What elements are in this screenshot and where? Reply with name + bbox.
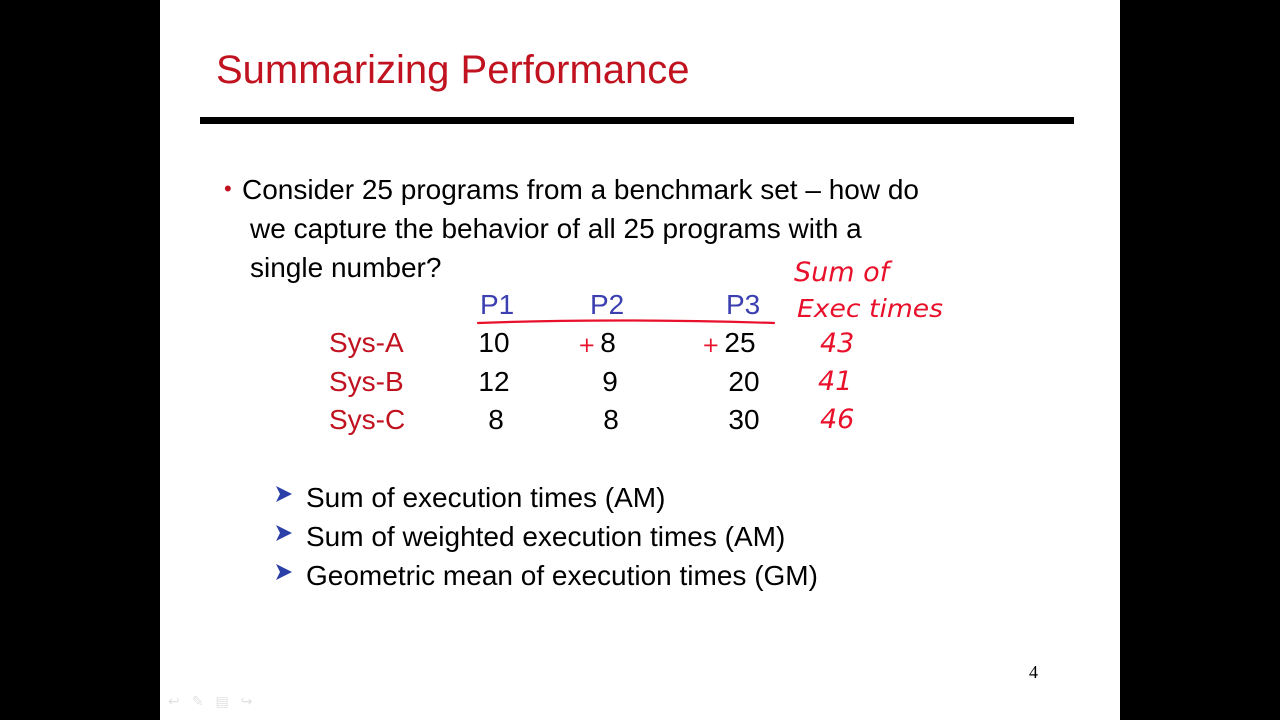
previous-icon[interactable]: ↩ bbox=[168, 694, 180, 710]
sum-value: 41 bbox=[818, 366, 852, 397]
sum-value: 43 bbox=[820, 328, 854, 359]
table-cell: 8 bbox=[603, 404, 619, 435]
slide: Summarizing Performance • Consider 25 pr… bbox=[160, 0, 1120, 720]
row-header-sys-c: Sys-C bbox=[329, 404, 406, 435]
table-cell: 12 bbox=[478, 366, 510, 397]
table-cell: 25 bbox=[724, 327, 756, 358]
bullet-line: we capture the behavior of all 25 progra… bbox=[250, 213, 862, 244]
arrow-bullet-icon bbox=[276, 564, 292, 580]
title-underline bbox=[200, 117, 1074, 124]
arrow-bullet-icon bbox=[276, 525, 292, 541]
sum-value: 46 bbox=[820, 404, 854, 435]
table-cell: 30 bbox=[728, 404, 760, 435]
handwritten-annotations: + + Sum of Exec times 43 41 46 bbox=[476, 257, 943, 435]
bullet-text: Consider 25 programs from a benchmark se… bbox=[242, 170, 1032, 287]
slide-title: Summarizing Performance bbox=[216, 48, 690, 92]
page-number: 4 bbox=[1029, 662, 1038, 682]
pen-icon[interactable]: ✎ bbox=[191, 694, 204, 710]
list-item-text: Geometric mean of execution times (GM) bbox=[306, 560, 818, 591]
row-header-sys-a: Sys-A bbox=[329, 327, 404, 358]
menu-icon[interactable]: ▤ bbox=[215, 694, 229, 710]
table-cell: 9 bbox=[602, 366, 618, 397]
row-header-sys-b: Sys-B bbox=[329, 366, 404, 397]
list-item-text: Sum of weighted execution times (AM) bbox=[306, 521, 786, 552]
table-cell: 8 bbox=[488, 404, 504, 435]
column-header-p2: P2 bbox=[590, 289, 625, 320]
bullet-line: Consider 25 programs from a benchmark se… bbox=[242, 174, 919, 205]
bullet-dot-icon: • bbox=[224, 176, 232, 201]
next-icon[interactable]: ↪ bbox=[240, 694, 253, 710]
list-item-text: Sum of execution times (AM) bbox=[306, 482, 666, 513]
sum-header-line2: Exec times bbox=[797, 294, 943, 323]
column-header-p1: P1 bbox=[480, 289, 515, 320]
table-cell: 10 bbox=[478, 327, 510, 358]
column-header-p3: P3 bbox=[726, 289, 761, 320]
table-cell: 8 bbox=[600, 327, 616, 358]
slideshow-controls[interactable]: ↩ ✎ ▤ ↪ bbox=[168, 694, 252, 710]
bullet-line: single number? bbox=[250, 252, 442, 283]
arrow-bullet-icon bbox=[276, 486, 292, 502]
table-cell: 20 bbox=[728, 366, 760, 397]
